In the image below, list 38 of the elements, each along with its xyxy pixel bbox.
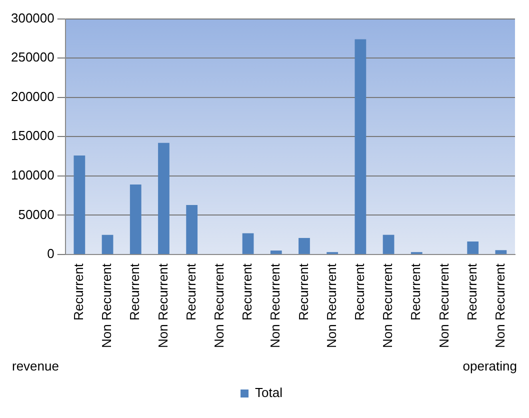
x-tick-label: Recurrent bbox=[71, 263, 86, 321]
x-tick-label: Recurrent bbox=[464, 263, 480, 321]
y-tick-label: 250000 bbox=[10, 50, 54, 65]
bar bbox=[382, 234, 394, 254]
x-tick-label: Non Recurrent bbox=[268, 263, 283, 348]
x-tick-label: Recurrent bbox=[127, 263, 142, 321]
bar bbox=[74, 155, 86, 254]
bar bbox=[495, 250, 507, 254]
x-tick-label: Non Recurrent bbox=[436, 263, 452, 348]
y-tick-label: 200000 bbox=[10, 88, 54, 104]
y-tick-label: 300000 bbox=[10, 10, 54, 26]
bar bbox=[298, 238, 310, 254]
legend-label: Total bbox=[255, 385, 283, 400]
bar bbox=[242, 233, 254, 254]
y-tick-label: 150000 bbox=[10, 128, 54, 144]
bar bbox=[130, 184, 142, 254]
x-tick-label: Recurrent bbox=[183, 263, 198, 321]
y-tick-label: 100000 bbox=[10, 167, 54, 182]
bar bbox=[102, 234, 114, 254]
y-tick-label: 0 bbox=[47, 246, 54, 262]
x-tick-label: Recurrent bbox=[296, 263, 311, 321]
bar bbox=[270, 250, 282, 254]
y-tick-label: 50000 bbox=[18, 206, 54, 222]
x-tick-label: Recurrent bbox=[240, 263, 255, 321]
x-tick-label: Non Recurrent bbox=[155, 263, 170, 348]
x-tick-label: Non Recurrent bbox=[380, 263, 396, 348]
bar bbox=[186, 204, 198, 254]
bar bbox=[354, 39, 366, 254]
bar bbox=[158, 142, 170, 254]
x-tick-label: Recurrent bbox=[408, 263, 424, 321]
x-tick-label: Non Recurrent bbox=[492, 263, 508, 348]
bar bbox=[467, 242, 479, 254]
x-tick-label: Recurrent bbox=[352, 263, 368, 321]
x-tick-label: Non Recurrent bbox=[212, 263, 227, 348]
text: operating bbox=[462, 358, 517, 374]
x-tick-label: Non Recurrent bbox=[99, 263, 114, 348]
text: revenue bbox=[12, 358, 59, 374]
x-tick-label: Non Recurrent bbox=[324, 263, 339, 348]
